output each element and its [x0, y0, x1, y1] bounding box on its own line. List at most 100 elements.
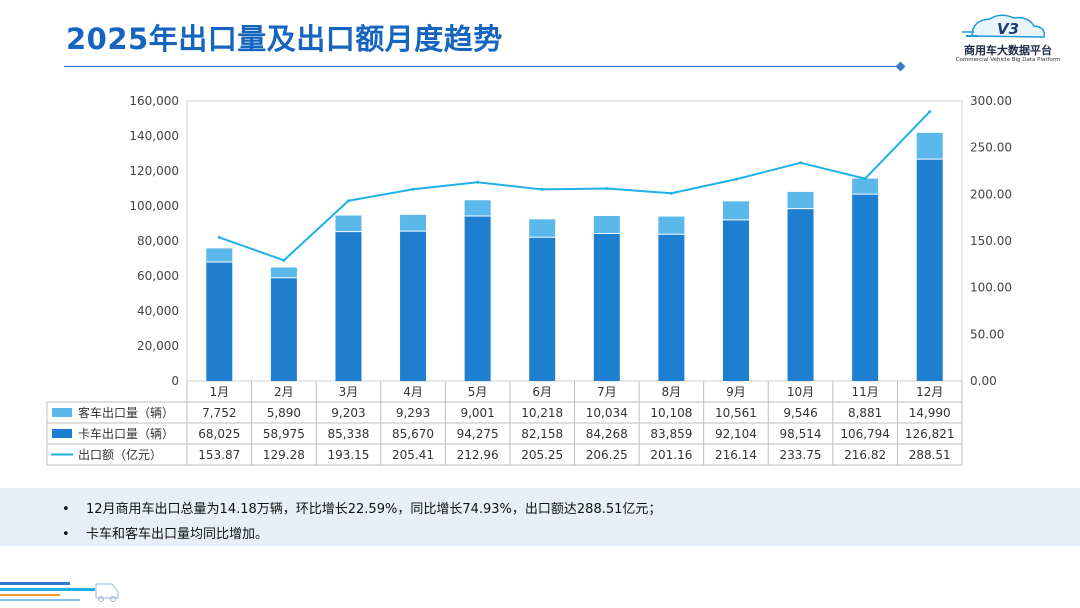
table-cell-value: 83,859	[650, 427, 692, 441]
truck-bar	[787, 208, 814, 381]
category-label: 4月	[403, 385, 423, 399]
table-cell-value: 94,275	[457, 427, 499, 441]
line-point	[605, 187, 609, 190]
table-cell-value: 206.25	[586, 448, 628, 462]
table-cell-value: 7,752	[202, 406, 236, 420]
plot-frame	[186, 100, 963, 382]
table-cell-value: 126,821	[905, 427, 955, 441]
table-cell-value: 10,034	[586, 406, 628, 420]
table-cell-value: 82,158	[521, 427, 563, 441]
category-label: 1月	[209, 385, 229, 399]
table-cell-value: 205.25	[521, 448, 563, 462]
left-tick-label: 120,000	[129, 164, 179, 178]
category-label: 2月	[274, 385, 294, 399]
line-point	[669, 191, 673, 195]
logo-name: 商用车大数据平台	[964, 44, 1052, 57]
bullet-icon: •	[62, 502, 70, 517]
table-cell-value: 10,218	[521, 406, 563, 420]
category-label: 3月	[339, 385, 359, 399]
bus-bar	[787, 191, 814, 209]
note-text: 卡车和客车出口量均同比增加。	[86, 527, 269, 542]
table-cell-value: 9,546	[783, 406, 817, 420]
category-label: 11月	[851, 385, 878, 399]
right-tick-label: 250.00	[970, 141, 1012, 155]
left-tick-label: 140,000	[129, 129, 179, 143]
bus-bar	[916, 132, 943, 160]
table-cell-value: 8,881	[848, 406, 882, 420]
category-label: 12月	[916, 385, 943, 399]
bus-bar	[658, 216, 685, 235]
table-cell-value: 9,203	[331, 406, 365, 420]
table-cell-value: 201.16	[650, 448, 692, 462]
table-cell-value: 129.28	[263, 448, 305, 462]
right-tick-label: 150.00	[970, 234, 1012, 248]
table-cell-value: 5,890	[267, 406, 301, 420]
page-title: 2025年出口量及出口额月度趋势	[66, 22, 503, 56]
table-cell-value: 92,104	[715, 427, 757, 441]
bullet-icon: •	[62, 527, 70, 542]
line-point	[217, 235, 221, 239]
line-series	[217, 110, 932, 262]
truck-decoration-icon	[0, 582, 119, 602]
bus-bar	[270, 267, 297, 278]
series-label: 出口额（亿元）	[78, 447, 162, 462]
left-tick-label: 0	[171, 374, 179, 388]
table-cell-value: 106,794	[840, 427, 890, 441]
category-label: 6月	[532, 385, 552, 399]
table-cell-value: 58,975	[263, 427, 305, 441]
v3-logo-icon: V3	[962, 14, 1046, 38]
truck-bar	[529, 237, 556, 381]
left-tick-label: 100,000	[129, 199, 179, 213]
table-cell-value: 10,561	[715, 406, 757, 420]
truck-bar	[722, 219, 749, 381]
right-tick-label: 100.00	[970, 281, 1012, 295]
line-point	[928, 110, 932, 114]
category-label: 10月	[787, 385, 814, 399]
left-tick-label: 80,000	[137, 234, 179, 248]
notes-panel: • 12月商用车出口总量为14.18万辆，环比增长22.59%，同比增长74.93…	[0, 488, 1080, 546]
right-tick-label: 0.00	[970, 374, 997, 388]
legend-swatch	[52, 408, 72, 417]
left-tick-label: 20,000	[137, 339, 179, 353]
bar-series	[206, 132, 943, 381]
table-cell-value: 9,001	[460, 406, 494, 420]
table-cell-value: 216.82	[844, 448, 886, 462]
category-label: 7月	[597, 385, 617, 399]
right-tick-label: 50.00	[970, 327, 1004, 341]
right-tick-label: 300.00	[970, 94, 1012, 108]
logo-subtitle: Commercial Vehicle Big Data Platform	[955, 57, 1061, 63]
legend-swatch	[52, 429, 72, 438]
line-point	[863, 177, 867, 181]
logo-mark: V3	[997, 20, 1019, 38]
table-frame	[46, 401, 963, 466]
line-point	[799, 161, 803, 165]
truck-bar	[206, 261, 233, 381]
table-cell-value: 68,025	[198, 427, 240, 441]
truck-bar	[270, 277, 297, 381]
bus-bar	[400, 214, 427, 232]
category-label: 5月	[468, 385, 488, 399]
platform-logo: V3 商用车大数据平台 Commercial Vehicle Big Data …	[942, 10, 1074, 68]
bus-bar	[464, 200, 491, 217]
truck-bar	[916, 159, 943, 381]
note-item: • 12月商用车出口总量为14.18万辆，环比增长22.59%，同比增长74.93…	[62, 498, 661, 517]
truck-bar	[464, 216, 491, 381]
title-divider	[64, 66, 900, 67]
line-point	[540, 187, 544, 191]
table-cell-value: 85,670	[392, 427, 434, 441]
table-cell-value: 98,514	[780, 427, 822, 441]
bus-bar	[852, 178, 879, 195]
table-cell-value: 14,990	[909, 406, 951, 420]
table-cell-value: 288.51	[909, 448, 951, 462]
truck-bar	[593, 233, 620, 381]
bus-bar	[722, 201, 749, 220]
bus-bar	[335, 215, 362, 232]
table-cell-value: 233.75	[780, 448, 822, 462]
line-point	[346, 199, 350, 203]
table-cell-value: 85,338	[327, 427, 369, 441]
table-cell-value: 205.41	[392, 448, 434, 462]
series-label: 卡车出口量（辆）	[78, 426, 174, 441]
right-tick-label: 200.00	[970, 187, 1012, 201]
line-point	[734, 177, 738, 181]
